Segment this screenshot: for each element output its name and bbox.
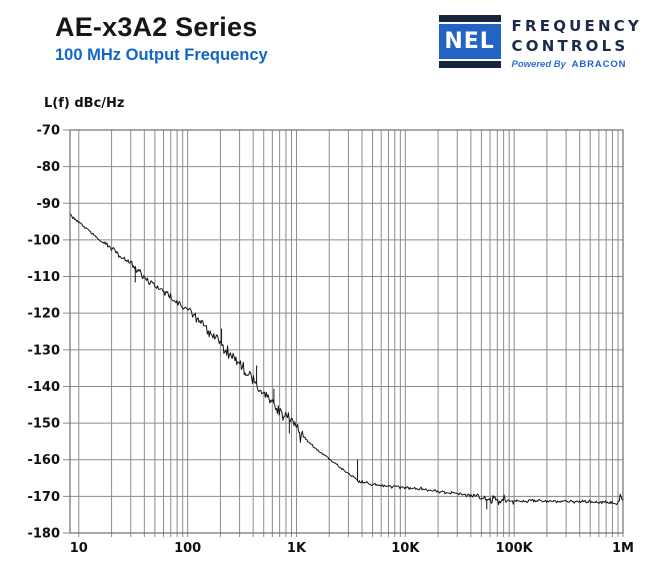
abracon-brand: ABRACON	[571, 59, 627, 70]
svg-text:1K: 1K	[287, 541, 307, 556]
y-axis-title: L(f) dBc/Hz	[44, 96, 125, 111]
powered-by-line: Powered By ABRACON	[512, 59, 642, 70]
svg-text:-170: -170	[27, 490, 60, 505]
logo-top-bar	[438, 15, 501, 22]
logo-text-block: FREQUENCY CONTROLS Powered By ABRACON	[512, 15, 642, 70]
nel-wordmark: NEL	[438, 24, 501, 59]
header: AE-x3A2 Series 100 MHz Output Frequency	[55, 12, 268, 65]
svg-text:-160: -160	[27, 453, 60, 468]
svg-text:100: 100	[174, 541, 201, 556]
page-subtitle: 100 MHz Output Frequency	[55, 46, 268, 64]
svg-text:-150: -150	[27, 417, 60, 432]
svg-text:10: 10	[70, 541, 88, 556]
svg-text:-100: -100	[27, 233, 60, 248]
svg-text:-140: -140	[27, 380, 60, 395]
svg-text:-90: -90	[37, 197, 61, 212]
svg-text:1M: 1M	[612, 541, 634, 556]
logo-bottom-bar	[438, 61, 501, 68]
nel-logo: NEL FREQUENCY CONTROLS Powered By ABRACO…	[438, 15, 642, 70]
svg-text:-180: -180	[27, 527, 60, 542]
svg-text:100K: 100K	[496, 541, 534, 556]
logo-line-frequency: FREQUENCY	[511, 17, 642, 35]
logo-line-controls: CONTROLS	[511, 37, 629, 55]
page-title: AE-x3A2 Series	[55, 12, 258, 42]
phase-noise-trace	[69, 213, 624, 506]
svg-text:-130: -130	[27, 343, 60, 358]
svg-text:-120: -120	[27, 307, 60, 322]
svg-text:-80: -80	[37, 160, 61, 175]
powered-by-label: Powered By	[511, 59, 566, 70]
svg-text:-110: -110	[27, 270, 60, 285]
svg-text:-70: -70	[37, 124, 61, 139]
nel-logo-mark: NEL	[438, 15, 501, 68]
svg-text:10K: 10K	[391, 541, 420, 556]
